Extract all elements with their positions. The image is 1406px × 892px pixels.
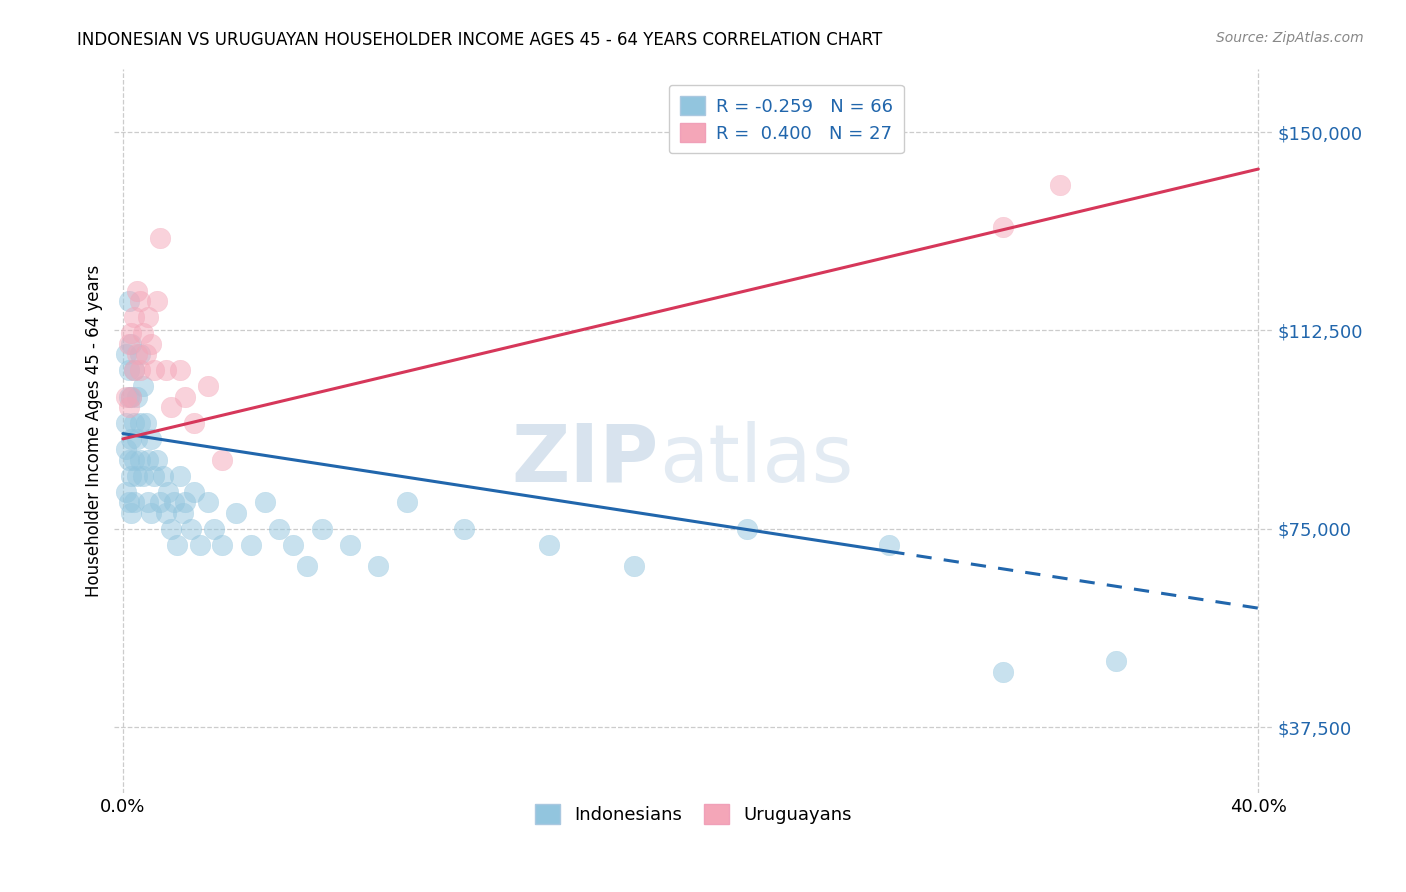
Point bbox=[395, 495, 418, 509]
Point bbox=[157, 484, 180, 499]
Legend: Indonesians, Uruguayans: Indonesians, Uruguayans bbox=[524, 794, 863, 835]
Point bbox=[155, 506, 177, 520]
Point bbox=[117, 390, 139, 404]
Point bbox=[169, 363, 191, 377]
Point bbox=[141, 432, 163, 446]
Point bbox=[143, 363, 166, 377]
Point bbox=[152, 469, 174, 483]
Point bbox=[149, 495, 172, 509]
Point bbox=[211, 453, 233, 467]
Text: Source: ZipAtlas.com: Source: ZipAtlas.com bbox=[1216, 31, 1364, 45]
Point bbox=[114, 390, 136, 404]
Point bbox=[120, 390, 142, 404]
Point bbox=[120, 326, 142, 340]
Point bbox=[160, 522, 183, 536]
Point bbox=[225, 506, 247, 520]
Point bbox=[879, 538, 901, 552]
Point bbox=[174, 390, 197, 404]
Point bbox=[239, 538, 262, 552]
Point bbox=[120, 432, 142, 446]
Text: INDONESIAN VS URUGUAYAN HOUSEHOLDER INCOME AGES 45 - 64 YEARS CORRELATION CHART: INDONESIAN VS URUGUAYAN HOUSEHOLDER INCO… bbox=[77, 31, 883, 49]
Point bbox=[117, 400, 139, 414]
Point bbox=[117, 336, 139, 351]
Point bbox=[163, 495, 186, 509]
Point bbox=[127, 347, 149, 361]
Point bbox=[991, 220, 1014, 235]
Point bbox=[114, 442, 136, 457]
Point bbox=[120, 469, 142, 483]
Point bbox=[1049, 178, 1071, 192]
Point bbox=[991, 665, 1014, 679]
Point bbox=[135, 416, 157, 430]
Point bbox=[129, 453, 152, 467]
Point bbox=[183, 416, 205, 430]
Point bbox=[453, 522, 475, 536]
Point bbox=[114, 416, 136, 430]
Point bbox=[127, 432, 149, 446]
Point bbox=[135, 347, 157, 361]
Point bbox=[120, 506, 142, 520]
Point bbox=[367, 558, 389, 573]
Text: atlas: atlas bbox=[659, 421, 853, 499]
Point bbox=[146, 453, 169, 467]
Point bbox=[197, 379, 219, 393]
Point bbox=[124, 453, 146, 467]
Point bbox=[202, 522, 225, 536]
Point bbox=[143, 469, 166, 483]
Point bbox=[114, 347, 136, 361]
Point bbox=[124, 495, 146, 509]
Point bbox=[297, 558, 319, 573]
Point bbox=[129, 347, 152, 361]
Point bbox=[132, 326, 155, 340]
Point bbox=[117, 495, 139, 509]
Point bbox=[169, 469, 191, 483]
Text: ZIP: ZIP bbox=[512, 421, 659, 499]
Point bbox=[138, 310, 160, 325]
Point bbox=[120, 336, 142, 351]
Y-axis label: Householder Income Ages 45 - 64 years: Householder Income Ages 45 - 64 years bbox=[86, 265, 103, 597]
Point bbox=[129, 363, 152, 377]
Point bbox=[737, 522, 759, 536]
Point bbox=[129, 294, 152, 309]
Point bbox=[132, 379, 155, 393]
Point bbox=[124, 363, 146, 377]
Point bbox=[127, 284, 149, 298]
Point bbox=[114, 484, 136, 499]
Point bbox=[149, 231, 172, 245]
Point bbox=[180, 522, 202, 536]
Point bbox=[188, 538, 211, 552]
Point bbox=[124, 310, 146, 325]
Point bbox=[172, 506, 194, 520]
Point bbox=[146, 294, 169, 309]
Point bbox=[138, 453, 160, 467]
Point bbox=[339, 538, 361, 552]
Point bbox=[183, 484, 205, 499]
Point bbox=[155, 363, 177, 377]
Point bbox=[141, 336, 163, 351]
Point bbox=[311, 522, 333, 536]
Point bbox=[117, 453, 139, 467]
Point bbox=[129, 416, 152, 430]
Point bbox=[623, 558, 645, 573]
Point bbox=[124, 416, 146, 430]
Point bbox=[537, 538, 560, 552]
Point bbox=[1105, 654, 1128, 668]
Point bbox=[166, 538, 188, 552]
Point bbox=[211, 538, 233, 552]
Point bbox=[267, 522, 290, 536]
Point bbox=[127, 469, 149, 483]
Point bbox=[141, 506, 163, 520]
Point bbox=[117, 363, 139, 377]
Point bbox=[117, 294, 139, 309]
Point bbox=[253, 495, 276, 509]
Point bbox=[120, 390, 142, 404]
Point bbox=[138, 495, 160, 509]
Point bbox=[283, 538, 305, 552]
Point bbox=[124, 363, 146, 377]
Point bbox=[174, 495, 197, 509]
Point bbox=[197, 495, 219, 509]
Point bbox=[127, 390, 149, 404]
Point bbox=[160, 400, 183, 414]
Point bbox=[132, 469, 155, 483]
